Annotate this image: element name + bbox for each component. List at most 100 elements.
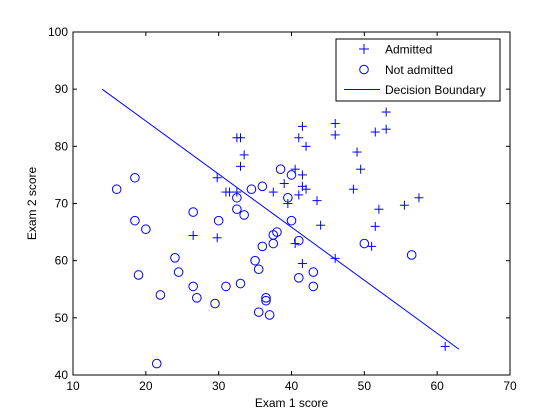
admitted-point [232, 187, 242, 197]
legend-not-admitted-label: Not admitted [385, 63, 453, 77]
not-admitted-point [261, 293, 271, 303]
not-admitted-point [173, 267, 184, 277]
admitted-point [312, 196, 322, 206]
x-tick-label: 50 [358, 379, 372, 393]
admitted-point [297, 121, 307, 131]
admitted-point [294, 133, 304, 143]
admitted-point [330, 130, 340, 140]
admitted-point [356, 164, 366, 174]
legend-decision-boundary-label: Decision Boundary [385, 83, 486, 97]
not-admitted-point [155, 290, 166, 300]
admitted-point [212, 173, 222, 183]
admitted-point [297, 181, 307, 191]
legend-admitted-symbol [359, 44, 369, 54]
not-admitted-point [151, 358, 162, 369]
y-tick-label: 40 [55, 368, 69, 382]
not-admitted-point [130, 172, 140, 183]
axis-ticks: 10 20 30 40 50 60 70 40 50 60 70 80 90 100 [48, 25, 517, 393]
x-tick-label: 10 [66, 379, 80, 393]
not-admitted-point [293, 273, 304, 283]
not-admitted-point [210, 298, 220, 309]
not-admitted-point [253, 264, 264, 275]
not-admitted-point [272, 227, 282, 237]
admitted-point [399, 200, 409, 210]
admitted-point [316, 220, 326, 230]
y-tick-label: 100 [48, 25, 68, 39]
not-admitted-point [235, 278, 246, 289]
not-admitted-point [192, 293, 202, 303]
admitted-point [236, 133, 246, 143]
admitted-point [268, 187, 278, 197]
admitted-point [370, 127, 380, 137]
admitted-point [283, 199, 293, 208]
plot-marks [101, 88, 460, 369]
not-admitted-point [246, 184, 257, 195]
not-admitted-point [308, 281, 319, 292]
admitted-point [381, 107, 391, 117]
not-admitted-point [359, 238, 370, 249]
x-tick-label: 60 [430, 379, 444, 393]
not-admitted-point [221, 281, 231, 292]
admitted-point [352, 147, 362, 157]
admitted-point [348, 184, 358, 194]
axes-box [72, 31, 511, 376]
x-tick-label: 70 [503, 379, 517, 393]
legend-box [335, 38, 501, 102]
not-admitted-point [250, 255, 260, 266]
y-tick-label: 80 [55, 139, 69, 153]
admitted-point [239, 150, 249, 160]
not-admitted-point [286, 215, 297, 226]
not-admitted-point [188, 207, 198, 217]
y-tick-label: 60 [55, 254, 69, 268]
admitted-point [236, 161, 246, 171]
not-admitted-point [111, 184, 122, 195]
admitted-point [212, 233, 222, 243]
admitted-point [279, 178, 289, 188]
y-tick-label: 90 [55, 82, 69, 96]
admitted-point [188, 231, 198, 241]
decision-boundary-line [101, 88, 460, 350]
admitted-point [367, 241, 377, 251]
not-admitted-point [130, 215, 140, 226]
x-tick-label: 30 [212, 379, 226, 393]
not-admitted-point [286, 170, 297, 180]
legend-not-admitted-symbol [359, 64, 369, 75]
y-tick-label: 50 [55, 311, 69, 325]
x-tick-label: 40 [285, 379, 299, 393]
not-admitted-point [239, 210, 249, 220]
admitted-point [297, 170, 307, 180]
x-tick-label: 20 [139, 379, 153, 393]
admitted-point [297, 259, 307, 269]
not-admitted-point [257, 241, 268, 252]
not-admitted-point [213, 215, 224, 226]
admitted-point [381, 124, 391, 134]
admitted-point [330, 253, 340, 263]
admitted-point [301, 141, 311, 151]
not-admitted-point [232, 192, 242, 203]
legend: Admitted Not admitted Decision Boundary [335, 38, 501, 102]
admitted-point [440, 341, 450, 351]
x-axis-label: Exam 1 score [255, 396, 329, 410]
not-admitted-point [133, 270, 144, 280]
not-admitted-point [188, 281, 198, 292]
not-admitted-point [293, 235, 304, 246]
not-admitted-point [264, 310, 275, 320]
admitted-point [374, 204, 384, 214]
admitted-point [330, 118, 340, 128]
y-axis-label: Exam 2 score [25, 166, 39, 240]
not-admitted-point [232, 204, 242, 215]
not-admitted-point [141, 224, 151, 235]
legend-admitted-label: Admitted [385, 43, 432, 57]
not-admitted-point [406, 250, 417, 260]
not-admitted-point [308, 267, 319, 277]
not-admitted-point [283, 192, 293, 203]
not-admitted-point [170, 253, 180, 263]
admitted-point [414, 193, 424, 203]
admitted-point [370, 221, 380, 231]
admitted-point [294, 190, 304, 200]
not-admitted-point [261, 295, 271, 306]
not-admitted-point [253, 307, 264, 317]
not-admitted-point [257, 181, 268, 192]
not-admitted-point [275, 164, 286, 174]
